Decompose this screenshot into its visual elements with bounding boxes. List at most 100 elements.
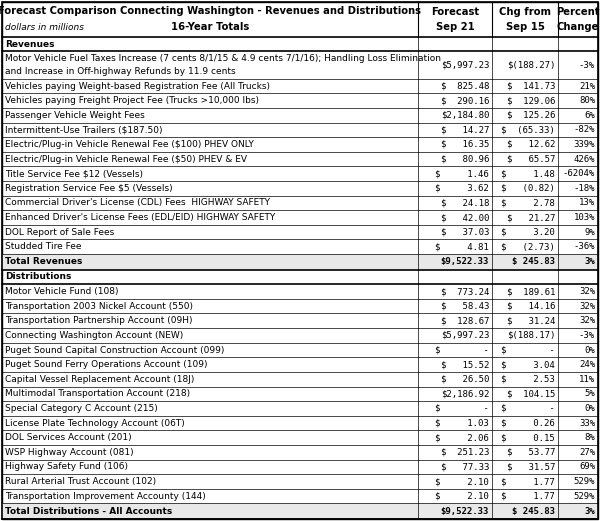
Text: $     3.04: $ 3.04 xyxy=(501,360,555,369)
Text: $        -: $ - xyxy=(435,345,489,354)
Text: $     4.81: $ 4.81 xyxy=(435,242,489,251)
Text: $  825.48: $ 825.48 xyxy=(440,81,489,91)
Text: 0%: 0% xyxy=(584,404,595,413)
Text: Total Distributions - All Accounts: Total Distributions - All Accounts xyxy=(5,507,172,516)
Text: Percent: Percent xyxy=(556,7,600,17)
Text: $(188.27): $(188.27) xyxy=(506,60,555,69)
Text: Motor Vehicle Fund (108): Motor Vehicle Fund (108) xyxy=(5,287,119,296)
Text: 32%: 32% xyxy=(579,287,595,296)
Text: $   31.24: $ 31.24 xyxy=(506,316,555,325)
Text: $5,997.23: $5,997.23 xyxy=(440,331,489,340)
Bar xyxy=(2,503,598,519)
Text: Registration Service Fee $5 (Vessels): Registration Service Fee $5 (Vessels) xyxy=(5,184,173,193)
Text: Transportation Partnership Account (09H): Transportation Partnership Account (09H) xyxy=(5,316,193,325)
Text: $  125.26: $ 125.26 xyxy=(506,111,555,120)
Text: Special Category C Account (215): Special Category C Account (215) xyxy=(5,404,158,413)
Text: -3%: -3% xyxy=(579,331,595,340)
Text: $     1.46: $ 1.46 xyxy=(435,169,489,178)
Bar xyxy=(2,254,598,270)
Text: $2,184.80: $2,184.80 xyxy=(440,111,489,120)
Text: Sep 15: Sep 15 xyxy=(506,22,544,32)
Text: $     2.53: $ 2.53 xyxy=(501,375,555,384)
Text: $     1.77: $ 1.77 xyxy=(501,477,555,486)
Text: $   31.57: $ 31.57 xyxy=(506,463,555,472)
Text: Vehicles paying Weight-based Registration Fee (All Trucks): Vehicles paying Weight-based Registratio… xyxy=(5,81,270,91)
Text: Multimodal Transportation Account (218): Multimodal Transportation Account (218) xyxy=(5,389,190,399)
Text: Enhanced Driver's License Fees (EDL/EID) HIGHWAY SAFETY: Enhanced Driver's License Fees (EDL/EID)… xyxy=(5,213,275,222)
Text: $  773.24: $ 773.24 xyxy=(440,287,489,296)
Text: Highway Safety Fund (106): Highway Safety Fund (106) xyxy=(5,463,128,472)
Text: Title Service Fee $12 (Vessels): Title Service Fee $12 (Vessels) xyxy=(5,169,143,178)
Text: $9,522.33: $9,522.33 xyxy=(440,507,489,516)
Text: 6%: 6% xyxy=(584,111,595,120)
Text: Revenues: Revenues xyxy=(5,40,55,48)
Text: $   53.77: $ 53.77 xyxy=(506,448,555,457)
Text: $  189.61: $ 189.61 xyxy=(506,287,555,296)
Text: $     2.78: $ 2.78 xyxy=(501,199,555,207)
Text: Electric/Plug-in Vehicle Renewal Fee ($50) PHEV & EV: Electric/Plug-in Vehicle Renewal Fee ($5… xyxy=(5,155,247,164)
Text: 103%: 103% xyxy=(574,213,595,222)
Text: 13%: 13% xyxy=(579,199,595,207)
Text: Electric/Plug-in Vehicle Renewal Fee ($100) PHEV ONLY: Electric/Plug-in Vehicle Renewal Fee ($1… xyxy=(5,140,254,149)
Text: 339%: 339% xyxy=(574,140,595,149)
Text: License Plate Technology Account (06T): License Plate Technology Account (06T) xyxy=(5,418,185,428)
Text: Change: Change xyxy=(557,22,599,32)
Text: $9,522.33: $9,522.33 xyxy=(440,257,489,266)
Text: -6204%: -6204% xyxy=(563,169,595,178)
Text: $   42.00: $ 42.00 xyxy=(440,213,489,222)
Text: $   16.35: $ 16.35 xyxy=(440,140,489,149)
Text: $   21.27: $ 21.27 xyxy=(506,213,555,222)
Text: Intermittent-Use Trailers ($187.50): Intermittent-Use Trailers ($187.50) xyxy=(5,126,163,134)
Text: 5%: 5% xyxy=(584,389,595,399)
Text: 11%: 11% xyxy=(579,375,595,384)
Text: 32%: 32% xyxy=(579,302,595,311)
Text: 9%: 9% xyxy=(584,228,595,237)
Text: $        -: $ - xyxy=(501,345,555,354)
Text: $   77.33: $ 77.33 xyxy=(440,463,489,472)
Text: $   (0.82): $ (0.82) xyxy=(501,184,555,193)
Text: -36%: -36% xyxy=(574,242,595,251)
Text: $   (2.73): $ (2.73) xyxy=(501,242,555,251)
Text: $  (65.33): $ (65.33) xyxy=(501,126,555,134)
Text: Capital Vessel Replacement Account (18J): Capital Vessel Replacement Account (18J) xyxy=(5,375,194,384)
Text: $     2.10: $ 2.10 xyxy=(435,492,489,501)
Text: Puget Sound Ferry Operations Account (109): Puget Sound Ferry Operations Account (10… xyxy=(5,360,208,369)
Text: $        -: $ - xyxy=(435,404,489,413)
Text: 8%: 8% xyxy=(584,433,595,442)
Text: $  104.15: $ 104.15 xyxy=(506,389,555,399)
Text: $     2.06: $ 2.06 xyxy=(435,433,489,442)
Text: Passenger Vehicle Weight Fees: Passenger Vehicle Weight Fees xyxy=(5,111,145,120)
Text: $   12.62: $ 12.62 xyxy=(506,140,555,149)
Text: $        -: $ - xyxy=(501,404,555,413)
Text: Studded Tire Fee: Studded Tire Fee xyxy=(5,242,82,251)
Text: Transportation 2003 Nickel Account (550): Transportation 2003 Nickel Account (550) xyxy=(5,302,193,311)
Text: $ 245.83: $ 245.83 xyxy=(512,507,555,516)
Text: 21%: 21% xyxy=(579,81,595,91)
Text: $   65.57: $ 65.57 xyxy=(506,155,555,164)
Text: WSP Highway Account (081): WSP Highway Account (081) xyxy=(5,448,134,457)
Text: $     0.26: $ 0.26 xyxy=(501,418,555,428)
Text: Connecting Washington Account (NEW): Connecting Washington Account (NEW) xyxy=(5,331,183,340)
Text: $5,997.23: $5,997.23 xyxy=(440,60,489,69)
Text: and Increase in Off-highway Refunds by 11.9 cents: and Increase in Off-highway Refunds by 1… xyxy=(5,67,236,76)
Text: $   14.27: $ 14.27 xyxy=(440,126,489,134)
Text: $2,186.92: $2,186.92 xyxy=(440,389,489,399)
Text: Transportation Improvement Accounty (144): Transportation Improvement Accounty (144… xyxy=(5,492,206,501)
Text: Commercial Driver's License (CDL) Fees  HIGHWAY SAFETY: Commercial Driver's License (CDL) Fees H… xyxy=(5,199,270,207)
Text: -3%: -3% xyxy=(579,60,595,69)
Text: Distributions: Distributions xyxy=(5,272,71,281)
Text: 426%: 426% xyxy=(574,155,595,164)
Text: 3%: 3% xyxy=(584,507,595,516)
Text: $(188.17): $(188.17) xyxy=(506,331,555,340)
Text: -18%: -18% xyxy=(574,184,595,193)
Text: $   24.18: $ 24.18 xyxy=(440,199,489,207)
Text: $     1.03: $ 1.03 xyxy=(435,418,489,428)
Text: $     1.48: $ 1.48 xyxy=(501,169,555,178)
Text: $     0.15: $ 0.15 xyxy=(501,433,555,442)
Text: Chg from: Chg from xyxy=(499,7,551,17)
Text: Rural Arterial Trust Account (102): Rural Arterial Trust Account (102) xyxy=(5,477,156,486)
Text: Sep 21: Sep 21 xyxy=(436,22,475,32)
Text: 80%: 80% xyxy=(579,96,595,105)
Text: 529%: 529% xyxy=(574,492,595,501)
Text: 0%: 0% xyxy=(584,345,595,354)
